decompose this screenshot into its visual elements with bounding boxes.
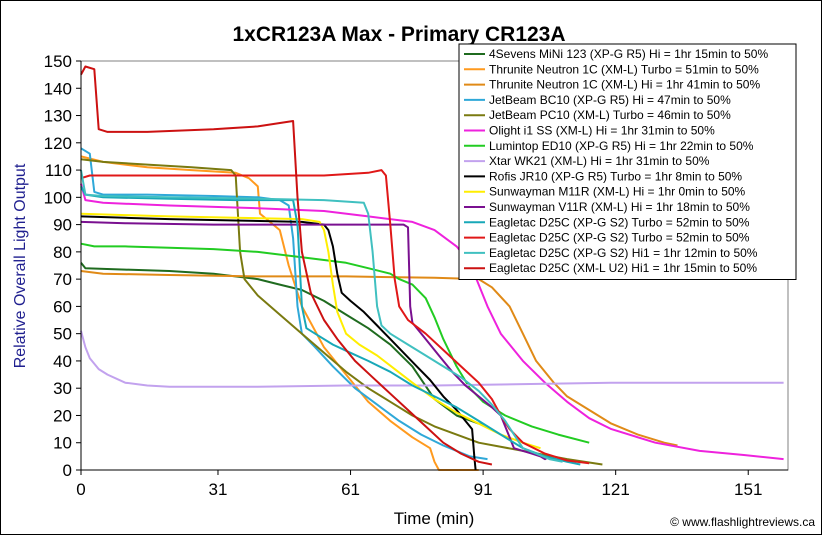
axes-group [76,60,788,475]
legend-label: Eagletac D25C (XM-L U2) Hi1 = 1hr 15min … [489,261,757,275]
y-tick-label: 130 [44,107,72,126]
legend-label: Lumintop ED10 (XP-G R5) Hi = 1hr 22min t… [489,139,754,153]
series-line-8 [80,330,784,388]
y-tick-label: 110 [45,161,72,180]
y-tick-label: 20 [53,406,72,425]
series-line-2 [80,155,479,471]
legend-label: Sunwayman M11R (XM-L) Hi = 1hr 0min to 5… [489,185,746,199]
series-line-12 [80,185,581,466]
x-tick-label: 61 [341,480,360,499]
x-tick-label: 31 [209,480,228,499]
legend-label: Eagletac D25C (XP-G S2) Turbo = 52min to… [489,215,750,229]
series-line-4 [80,147,488,461]
y-tick-label: 0 [63,461,72,480]
legend-label: Eagletac D25C (XP-G S2) Hi1 = 1hr 12min … [489,246,758,260]
y-axis-label: Relative Overall Light Output [12,163,29,368]
y-tick-label: 30 [53,379,72,398]
chart-title: 1xCR123A Max - Primary CR123A [232,23,565,46]
legend-label: Thrunite Neutron 1C (XM-L) Turbo = 51min… [489,62,759,76]
x-tick-labels: 0 31 61 91 121 151 [76,480,762,499]
y-tick-label: 40 [53,352,72,371]
y-tick-label: 80 [53,243,72,262]
x-tick-label: 121 [601,480,629,499]
legend-label: Eagletac D25C (XP-G S2) Turbo = 52min to… [489,231,750,245]
y-tick-label: 120 [44,134,72,153]
x-tick-label: 91 [474,480,493,499]
x-axis-label: Time (min) [394,509,475,528]
legend-label: Sunwayman V11R (XM-L) Hi = 1hr 18min to … [489,200,750,214]
series-line-14 [80,169,563,463]
x-tick-label: 151 [734,480,762,499]
series-group [80,65,784,471]
y-tick-label: 90 [53,216,72,235]
legend-label: 4Sevens MiNi 123 (XP-G R5) Hi = 1hr 15mi… [489,47,768,61]
legend-label: Thrunite Neutron 1C (XM-L) Hi = 1hr 41mi… [489,78,760,92]
legend-label: Rofis JR10 (XP-G R5) Turbo = 1hr 8min to… [489,169,742,183]
legend-label: Xtar WK21 (XM-L) Hi = 1hr 31min to 50% [489,154,710,168]
y-tick-label: 70 [53,270,72,289]
legend-label: JetBeam BC10 (XP-G R5) Hi = 47min to 50% [489,93,731,107]
series-line-6 [80,183,784,461]
y-tick-label: 100 [44,188,72,207]
legend-box [458,43,797,280]
y-tick-label: 140 [44,79,72,98]
y-tick-labels: 0 10 20 30 40 50 60 70 80 90 100 110 120 130 140 150 [44,52,72,480]
y-tick-label: 60 [53,297,72,316]
series-line-15 [80,65,493,466]
credit-text: © www.flashlightreviews.ca [670,515,815,529]
x-tick-label: 0 [76,480,85,499]
series-line-11 [80,220,550,461]
series-line-5 [80,158,603,466]
y-tick-label: 50 [53,325,72,344]
series-line-10 [80,212,541,450]
y-tick-label: 10 [53,434,72,453]
legend-label: Olight i1 SS (XM-L) Hi = 1hr 31min to 50… [489,124,715,138]
y-tick-label: 150 [44,52,72,71]
legend-label: JetBeam PC10 (XM-L) Turbo = 46min to 50% [489,108,731,122]
legend: 4Sevens MiNi 123 (XP-G R5) Hi = 1hr 15mi… [458,43,797,280]
